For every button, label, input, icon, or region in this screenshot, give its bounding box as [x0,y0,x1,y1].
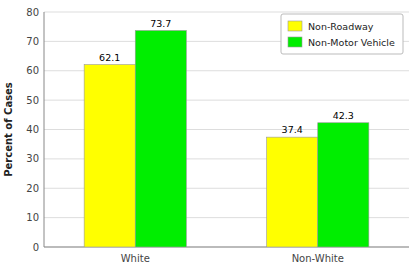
bar [135,31,186,247]
legend: Non-Roadway Non-Motor Vehicle [281,14,403,54]
y-axis [44,12,45,247]
legend-label: Non-Roadway [308,21,374,32]
legend-swatch [288,37,302,47]
y-tick-label: 30 [26,153,39,164]
y-tick-label: 50 [26,95,39,106]
bar [84,65,135,247]
y-tick-label: 10 [26,212,39,223]
bar [267,137,318,247]
y-tick-label: 70 [26,36,39,47]
x-tick-label: Non-White [292,253,344,264]
grid-line [44,12,409,13]
y-axis-label: Percent of Cases [3,82,14,177]
grid [44,12,409,247]
y-tick-label: 40 [26,124,39,135]
y-tick-label: 80 [26,7,39,18]
bar [318,123,369,247]
bars [84,31,369,247]
y-tick-label: 0 [33,242,39,253]
data-label: 42.3 [333,110,354,121]
data-label: 37.4 [282,124,303,135]
x-tick-label: White [121,253,150,264]
legend-swatch [288,21,302,31]
legend-label: Non-Motor Vehicle [308,37,395,48]
y-tick-label: 60 [26,65,39,76]
chart: 0 10 20 30 40 50 60 70 80 Percent of Cases 62.1 73.… [0,0,419,271]
data-label: 62.1 [99,52,120,63]
legend-box [281,14,403,54]
data-label: 73.7 [150,18,171,29]
y-tick-label: 20 [26,183,39,194]
